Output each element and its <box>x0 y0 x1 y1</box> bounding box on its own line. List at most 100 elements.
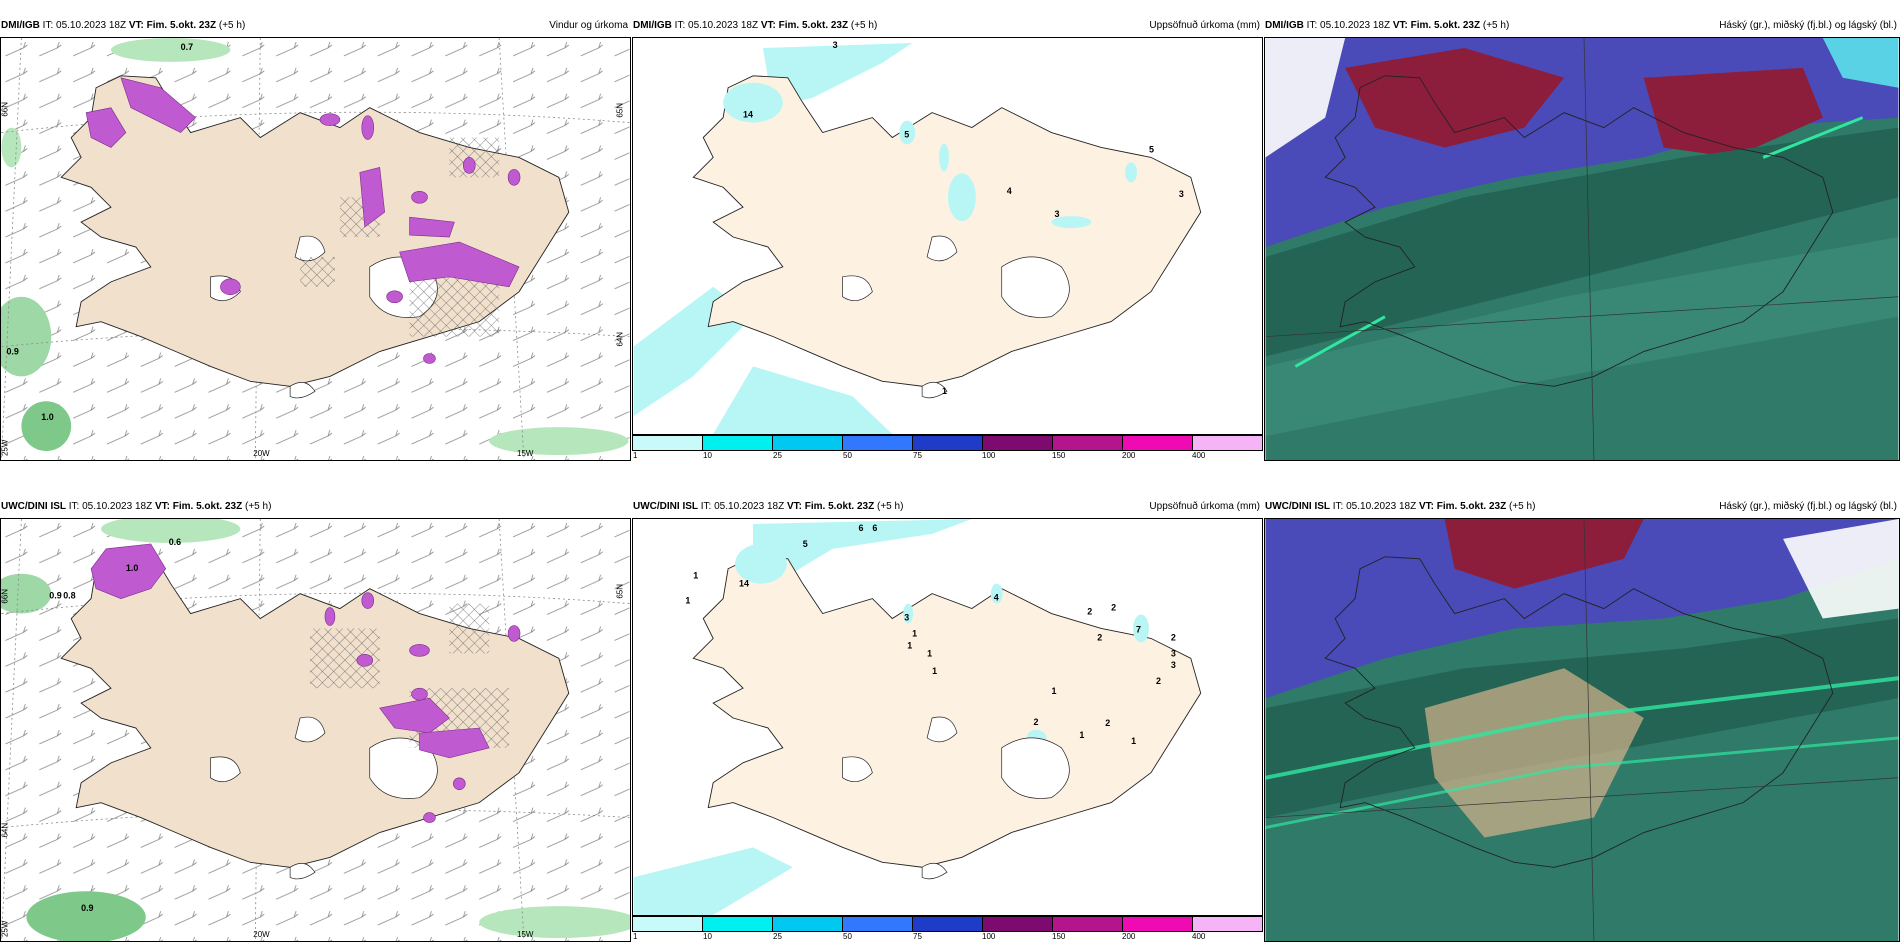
value-label: 14 <box>739 579 749 589</box>
colorbar-tick: 200 <box>1122 932 1136 941</box>
init-time-label: IT: <box>674 20 686 31</box>
hatch-pattern-icon <box>449 137 500 178</box>
high-cloud-area <box>1444 519 1644 589</box>
glacier <box>842 275 873 302</box>
valid-time-label: VT: <box>1392 20 1408 31</box>
precip-light-area <box>21 401 72 452</box>
lat-label: 66N <box>1 102 9 117</box>
value-label: 1 <box>693 571 698 581</box>
value-label: 1 <box>912 628 917 638</box>
lat-label: 66N <box>1 589 9 604</box>
value-label: 0.7 <box>181 42 193 52</box>
map-wind-precip[interactable]: 0.7 0.9 1.0 66N 65N 64N 25W 20W 15W <box>0 37 631 461</box>
init-time: 05.10.2023 18Z <box>56 20 127 31</box>
precip-light-area <box>489 427 629 456</box>
precip-heavy-areas <box>90 543 521 823</box>
init-time-label: IT: <box>1332 501 1344 512</box>
colorbar-swatch <box>633 917 703 931</box>
valid-time: Fim. 5.okt. 23Z <box>1410 20 1481 31</box>
colorbar-ticks: 1 10 25 50 75 100 150 200 400 <box>632 451 1263 461</box>
value-label: 1 <box>927 648 932 658</box>
lat-label: 64N <box>616 332 625 347</box>
map-clouds[interactable] <box>1264 518 1900 942</box>
init-time: 05.10.2023 18Z <box>1320 20 1391 31</box>
precip-light-area <box>752 519 972 579</box>
colorbar-tick: 10 <box>703 932 712 941</box>
init-time-label: IT: <box>68 501 80 512</box>
low-cloud-area <box>1265 237 1899 437</box>
colorbar-swatch <box>913 436 983 450</box>
lat-label: 64N <box>1 823 9 838</box>
map-svg: 6 6 5 14 1 1 3 4 1 1 1 1 2 2 2 7 2 3 3 2 <box>633 519 1262 915</box>
precip-light-area <box>101 519 241 543</box>
precip-light-area <box>26 891 146 941</box>
valid-time: Fim. 5.okt. 23Z <box>778 20 849 31</box>
colorbar-tick: 25 <box>773 451 782 460</box>
colorbar-tick: 50 <box>843 451 852 460</box>
mid-cloud-area <box>1265 519 1425 589</box>
cloud-edge <box>1265 736 1899 830</box>
lead-time: (+5 h) <box>245 501 272 512</box>
cloud-edge <box>1294 315 1386 368</box>
value-label: 3 <box>1171 660 1176 670</box>
colorbar-tick: 1 <box>633 451 638 460</box>
value-label: 2 <box>1171 632 1176 642</box>
cloud-edge <box>1762 116 1864 159</box>
value-label: 0.6 <box>169 537 181 547</box>
map-accum-precip[interactable]: 6 6 5 14 1 1 3 4 1 1 1 1 2 2 2 7 2 3 3 2 <box>632 518 1263 916</box>
value-label: 2 <box>1111 603 1116 613</box>
map-svg: 0.9 0.8 1.0 0.6 0.9 66N 65N 64N 25W 20W … <box>1 519 630 941</box>
lat-label: 65N <box>616 103 625 118</box>
glacier <box>926 716 958 743</box>
lon-label: 20W <box>253 449 270 458</box>
value-label: 4 <box>994 593 999 603</box>
valid-time-label: VT: <box>760 20 776 31</box>
panel-title: Háský (gr.), miðský (fj.bl.) og lágský (… <box>1719 501 1897 512</box>
value-label: 1.0 <box>41 412 53 422</box>
colorbar-tick: 50 <box>843 932 852 941</box>
colorbar-tick: 100 <box>982 451 996 460</box>
glacier <box>1001 737 1070 799</box>
value-label: 2 <box>1087 607 1092 617</box>
model-source: UWC/DINI ISL <box>1 501 66 512</box>
graticule <box>1265 38 1899 460</box>
lon-label: 25W <box>1 439 9 456</box>
lon-label: 15W <box>517 930 534 939</box>
lon-label: 15W <box>517 449 534 458</box>
colorbar-swatch <box>1053 436 1123 450</box>
glacier <box>289 382 316 399</box>
lat-label: 65N <box>616 584 625 599</box>
map-wind-precip[interactable]: 0.9 0.8 1.0 0.6 0.9 66N 65N 64N 25W 20W … <box>0 518 631 942</box>
glacier <box>842 756 873 783</box>
colorbar-swatch <box>983 917 1053 931</box>
colorbar-tick: 100 <box>982 932 996 941</box>
precip-light-area <box>762 42 913 108</box>
panel-title: Háský (gr.), miðský (fj.bl.) og lágský (… <box>1719 20 1897 31</box>
precip-light-patches <box>723 82 1138 229</box>
iceland-landmass <box>692 75 1202 387</box>
valid-time-label: VT: <box>786 501 802 512</box>
map-accum-precip[interactable]: 3 14 5 4 3 5 3 1 <box>632 37 1263 435</box>
value-label: 1 <box>942 386 947 396</box>
colorbar-swatch <box>1123 917 1193 931</box>
colorbar-swatch <box>913 917 983 931</box>
init-time-label: IT: <box>42 20 54 31</box>
colorbar-swatch <box>633 436 703 450</box>
panel-bottom-left: UWC/DINI ISL IT: 05.10.2023 18Z VT: Fim.… <box>0 496 631 942</box>
value-label: 1 <box>932 666 937 676</box>
map-clouds[interactable] <box>1264 37 1900 461</box>
panel-bottom-right: UWC/DINI ISL IT: 05.10.2023 18Z VT: Fim.… <box>1264 496 1900 942</box>
value-label: 2 <box>1097 632 1102 642</box>
valid-time: Fim. 5.okt. 23Z <box>1436 501 1507 512</box>
colorbar-swatch <box>703 436 773 450</box>
panel-title: Vindur og úrkoma <box>549 20 628 31</box>
colorbar-tick: 10 <box>703 451 712 460</box>
value-label: 5 <box>904 129 909 139</box>
map-svg <box>1265 38 1899 460</box>
colorbar-legend: 1 10 25 50 75 100 150 200 400 <box>632 435 1263 461</box>
init-time-label: IT: <box>1306 20 1318 31</box>
lead-time: (+5 h) <box>877 501 904 512</box>
panel-header: UWC/DINI ISL IT: 05.10.2023 18Z VT: Fim.… <box>0 496 631 518</box>
panel-top-right: DMI/IGB IT: 05.10.2023 18Z VT: Fim. 5.ok… <box>1264 15 1900 461</box>
